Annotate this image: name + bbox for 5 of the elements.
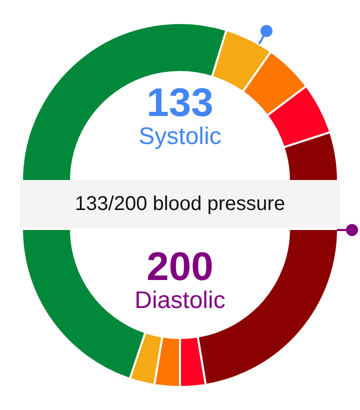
text: 133 <box>146 81 214 125</box>
text: 133/200 blood pressure <box>20 180 340 228</box>
text: Diastolic <box>134 287 226 314</box>
text: 200 <box>146 245 214 289</box>
text: Systolic <box>138 123 222 150</box>
